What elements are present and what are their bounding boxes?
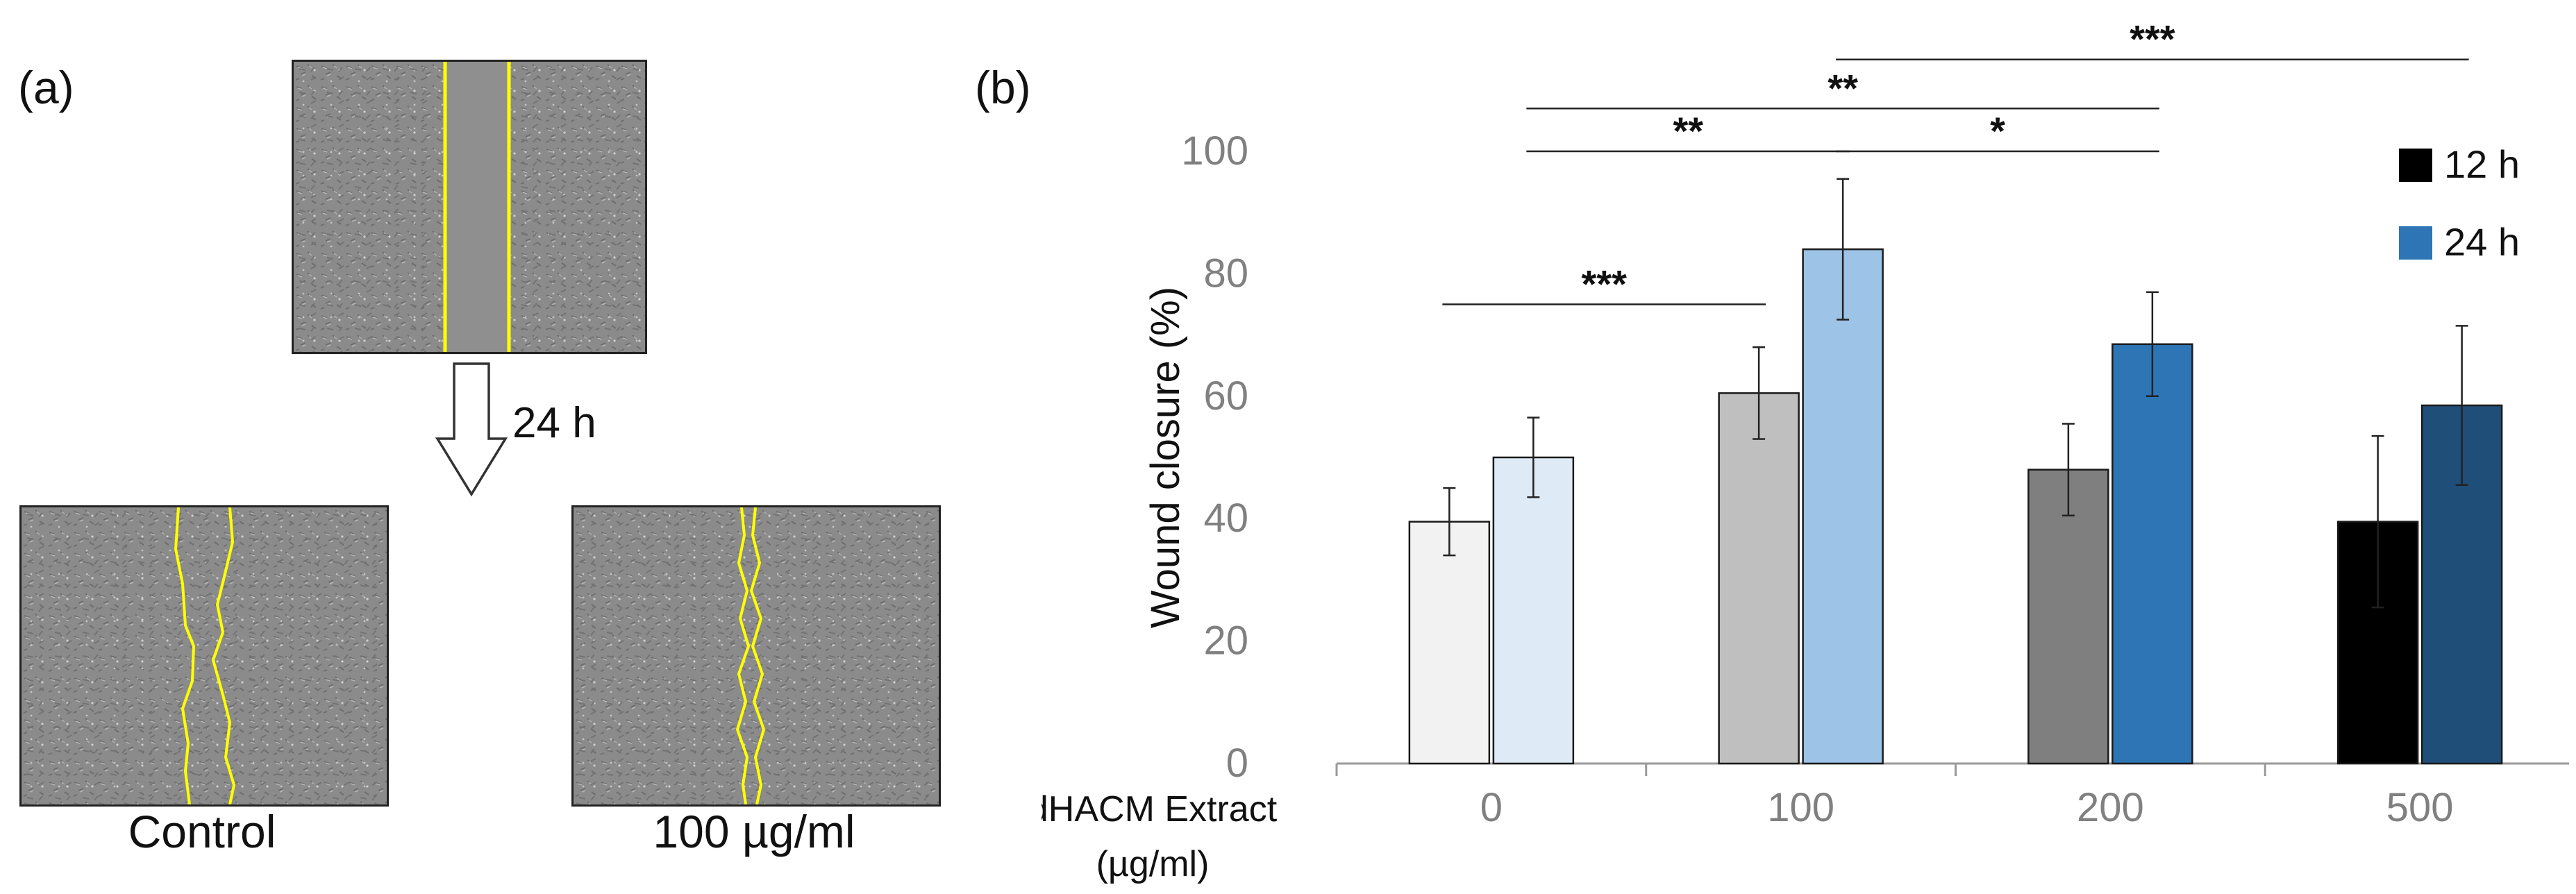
bar [1802,248,1884,765]
bar [1718,392,1800,765]
cell-texture [22,507,387,804]
significance-label: *** [1582,262,1628,306]
micrograph-100-ug-ml [571,505,941,807]
caption-100-ug-ml: 100 µg/ml [653,806,855,857]
x-tick-label: 500 [2386,785,2454,830]
cell-texture [294,62,645,352]
legend-swatch [2399,226,2432,260]
down-arrow-icon [435,362,508,497]
bar [1492,456,1575,765]
x-tick-label: 200 [2077,785,2144,830]
significance-label: *** [2130,17,2175,61]
panel-a-label: (a) [18,62,74,113]
x-axis-label-unit: (µg/ml) [1096,844,1210,884]
legend-label: 24 h [2444,220,2520,264]
wound-edge-right [211,507,236,804]
legend-label: 12 h [2444,142,2520,186]
bar [2027,469,2109,765]
cell-texture [574,507,939,804]
significance-label: ** [1673,109,1703,153]
legend-swatch [2399,149,2432,182]
time-label: 24 h [512,399,596,447]
bar [2111,343,2193,765]
panel-b-label: (b) [975,62,1031,113]
y-tick-label: 60 [1203,373,1248,419]
significance-label: ** [1828,66,1858,110]
micrograph-initial-scratch [292,60,647,354]
wound-edge-left [174,507,196,804]
bar [1408,521,1491,765]
y-tick-label: 40 [1203,496,1248,541]
wound-closure-chart: 0 20 40 60 80 100 Wound closure (%) 0 100 200 500 d… [1042,17,2569,884]
x-tick-label: 100 [1767,785,1834,830]
y-tick-label: 20 [1203,618,1248,664]
caption-control: Control [128,806,276,857]
x-tick-label: 0 [1480,785,1503,830]
wound-edge-left [735,507,751,804]
y-axis-label: Wound closure (%) [1143,287,1188,628]
y-tick-label: 100 [1181,128,1248,174]
y-tick-label: 80 [1203,251,1248,296]
wound-edge-right [749,507,766,804]
y-tick-label: 0 [1226,741,1248,786]
significance-label: * [1990,109,2005,153]
x-axis-label: dHACM Extract [1042,789,1278,829]
micrograph-control [19,505,389,807]
